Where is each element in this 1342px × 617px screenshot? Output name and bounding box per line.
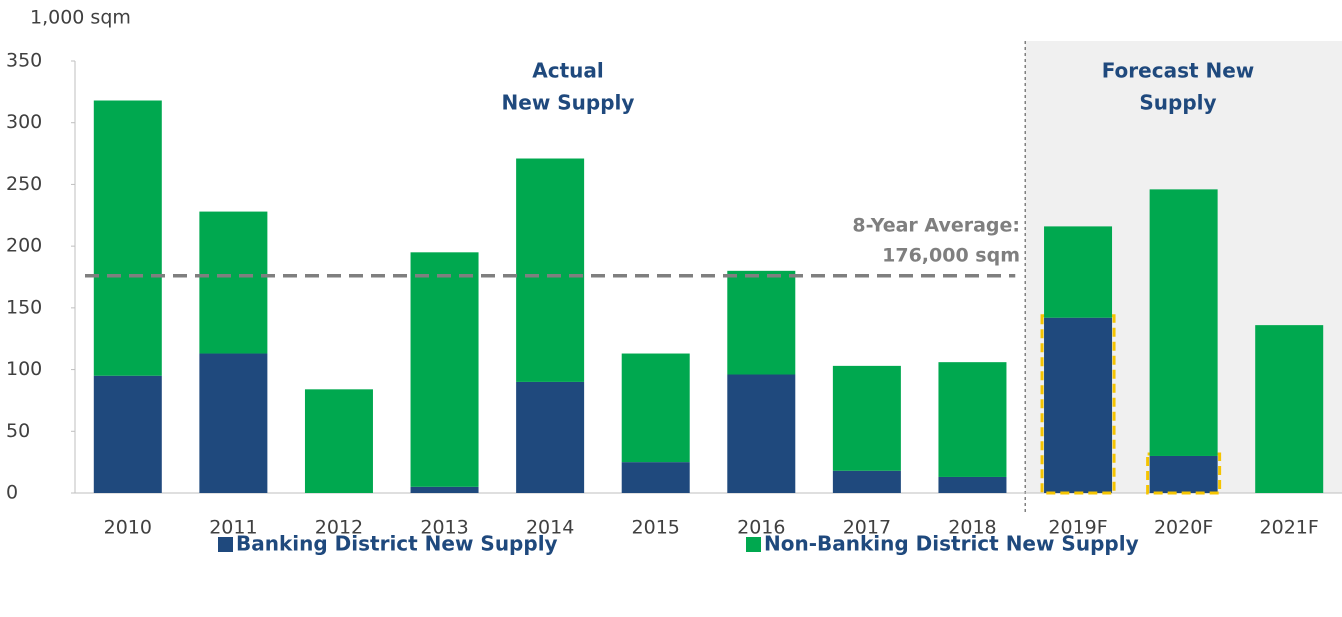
y-tick-label: 50	[6, 420, 30, 442]
annotation: Actual	[532, 59, 603, 83]
y-axis-label: 1,000 sqm	[30, 7, 131, 29]
legend-swatch	[218, 537, 233, 552]
x-tick-label: 2013	[420, 517, 468, 539]
x-tick-label: 2017	[843, 517, 891, 539]
x-tick-label: 2019F	[1048, 517, 1107, 539]
bar-segment	[621, 462, 690, 493]
y-tick-label: 350	[6, 50, 42, 72]
x-tick-label: 2011	[209, 517, 257, 539]
bar-segment	[1044, 226, 1113, 318]
bar-segment	[410, 486, 479, 493]
bar-segment	[938, 476, 1007, 493]
bar-segment	[832, 365, 901, 471]
x-tick-label: 2016	[737, 517, 785, 539]
x-tick-label: 2014	[526, 517, 574, 539]
bar-segment	[621, 353, 690, 463]
bar-segment	[938, 362, 1007, 477]
bar-segment	[410, 252, 479, 487]
bar-segment	[199, 211, 268, 354]
bar-segment	[727, 374, 796, 493]
average-label: 176,000 sqm	[882, 245, 1020, 267]
x-tick-label: 2010	[104, 517, 152, 539]
bar-segment	[93, 375, 162, 493]
legend-label: Non-Banking District New Supply	[764, 532, 1139, 556]
bar-segment	[93, 100, 162, 376]
x-tick-label: 2020F	[1154, 517, 1213, 539]
bar-segment	[516, 381, 585, 493]
bar-segment	[1044, 317, 1113, 493]
annotation: Supply	[1139, 91, 1216, 115]
x-tick-label: 2012	[315, 517, 363, 539]
bar-segment	[727, 270, 796, 375]
y-tick-label: 150	[6, 296, 42, 318]
legend-swatch	[746, 537, 761, 552]
bar-segment	[516, 158, 585, 382]
bar-segment	[1149, 189, 1218, 456]
annotation: Forecast New	[1102, 59, 1255, 83]
average-label: 8-Year Average:	[852, 215, 1020, 237]
bar-segment	[1255, 325, 1324, 493]
y-tick-label: 250	[6, 173, 42, 195]
x-tick-label: 2021F	[1260, 517, 1319, 539]
y-tick-label: 100	[6, 358, 42, 380]
bar-segment	[304, 389, 373, 493]
y-tick-label: 300	[6, 111, 42, 133]
x-tick-label: 2018	[948, 517, 996, 539]
x-tick-label: 2015	[632, 517, 680, 539]
annotation: New Supply	[502, 91, 635, 115]
y-tick-label: 0	[6, 482, 18, 504]
bar-segment	[199, 353, 268, 493]
legend-label: Banking District New Supply	[236, 532, 558, 556]
y-tick-label: 200	[6, 235, 42, 257]
bar-segment	[1149, 455, 1218, 493]
bar-segment	[832, 470, 901, 493]
